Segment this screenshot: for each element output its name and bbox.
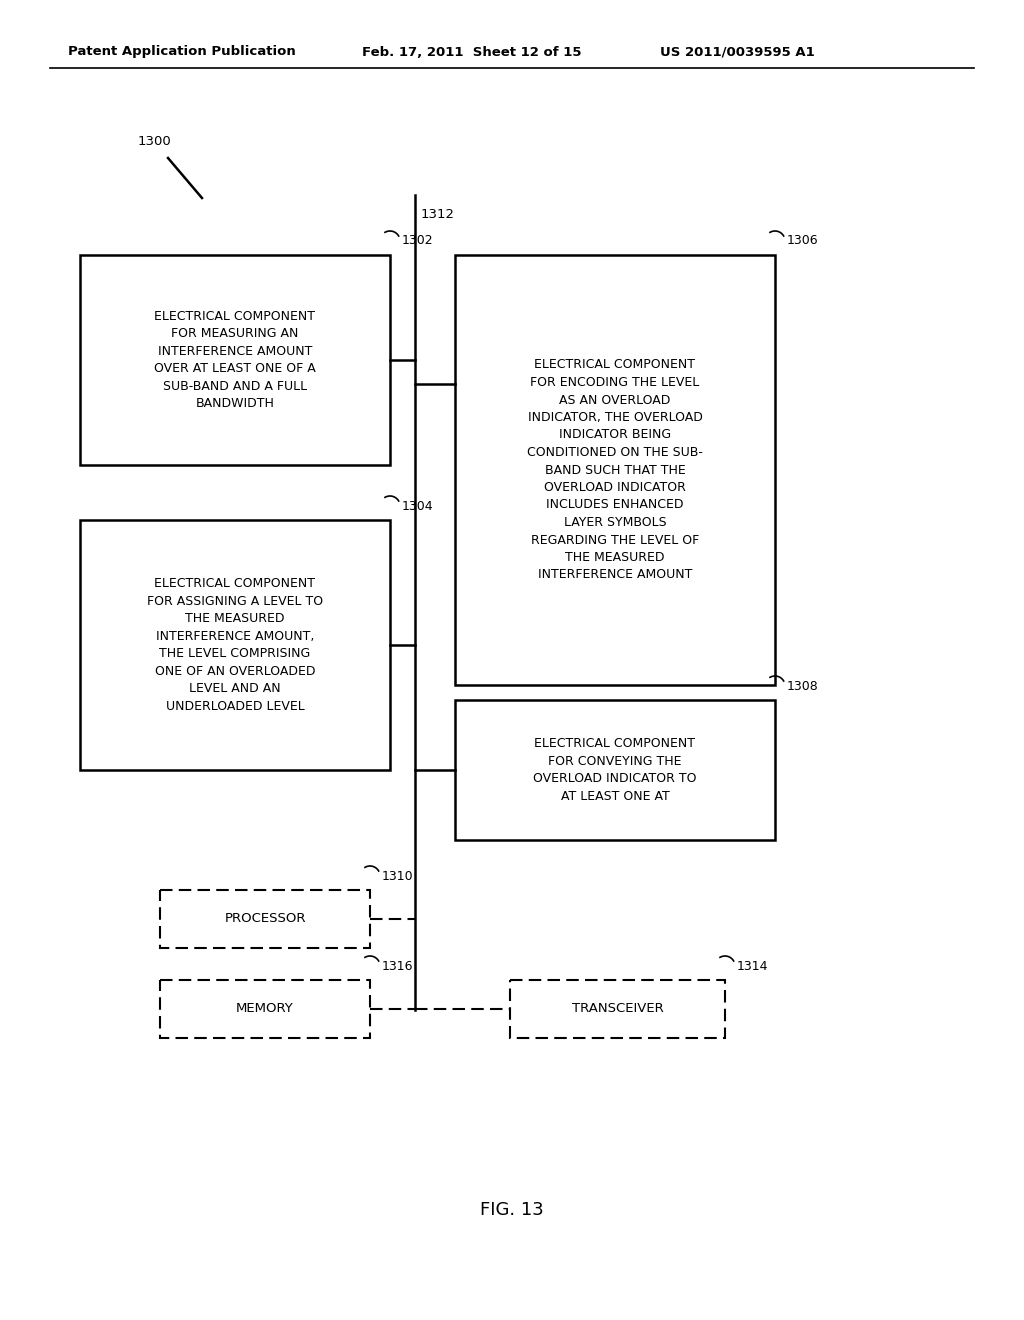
Text: 1308: 1308: [787, 680, 819, 693]
Text: 1300: 1300: [138, 135, 172, 148]
Bar: [455, 255, 775, 685]
Text: 1306: 1306: [787, 235, 818, 248]
Text: PROCESSOR: PROCESSOR: [224, 912, 306, 925]
Text: 1316: 1316: [382, 960, 414, 973]
Text: US 2011/0039595 A1: US 2011/0039595 A1: [660, 45, 815, 58]
Text: ELECTRICAL COMPONENT
FOR MEASURING AN
INTERFERENCE AMOUNT
OVER AT LEAST ONE OF A: ELECTRICAL COMPONENT FOR MEASURING AN IN…: [155, 310, 315, 411]
Bar: [80, 255, 390, 465]
Bar: [510, 979, 725, 1038]
Text: ELECTRICAL COMPONENT
FOR ENCODING THE LEVEL
AS AN OVERLOAD
INDICATOR, THE OVERLO: ELECTRICAL COMPONENT FOR ENCODING THE LE…: [527, 359, 702, 582]
Text: TRANSCEIVER: TRANSCEIVER: [571, 1002, 664, 1015]
Text: 1302: 1302: [402, 235, 433, 248]
Text: 1314: 1314: [737, 960, 768, 973]
Text: ELECTRICAL COMPONENT
FOR ASSIGNING A LEVEL TO
THE MEASURED
INTERFERENCE AMOUNT,
: ELECTRICAL COMPONENT FOR ASSIGNING A LEV…: [146, 577, 323, 713]
Bar: [160, 890, 370, 948]
Text: Patent Application Publication: Patent Application Publication: [68, 45, 296, 58]
Text: 1312: 1312: [421, 209, 455, 220]
Text: FIG. 13: FIG. 13: [480, 1201, 544, 1218]
Bar: [80, 520, 390, 770]
Bar: [455, 700, 775, 840]
Text: 1304: 1304: [402, 499, 433, 512]
Text: ELECTRICAL COMPONENT
FOR CONVEYING THE
OVERLOAD INDICATOR TO
AT LEAST ONE AT: ELECTRICAL COMPONENT FOR CONVEYING THE O…: [534, 738, 696, 803]
Bar: [160, 979, 370, 1038]
Text: MEMORY: MEMORY: [237, 1002, 294, 1015]
Text: Feb. 17, 2011  Sheet 12 of 15: Feb. 17, 2011 Sheet 12 of 15: [362, 45, 582, 58]
Text: 1310: 1310: [382, 870, 414, 883]
